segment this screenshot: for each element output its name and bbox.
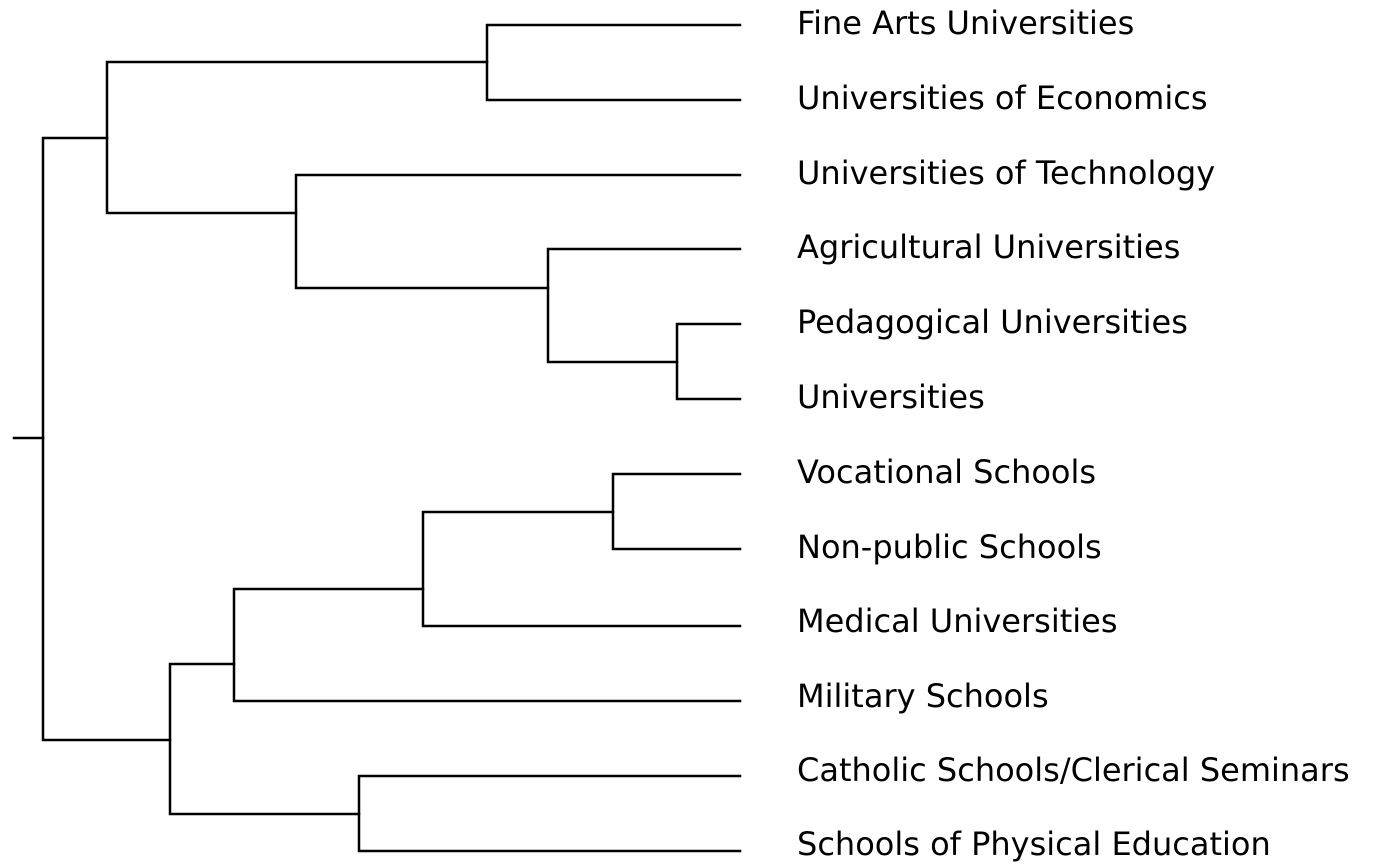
leaf-label: Non-public Schools [797, 528, 1102, 566]
leaf-label: Universities of Economics [797, 79, 1208, 117]
branch [357, 774, 742, 853]
branch [611, 472, 742, 551]
leaf-label: Vocational Schools [797, 453, 1096, 491]
branches [12, 23, 742, 853]
leaf-label: Schools of Physical Education [797, 825, 1271, 863]
leaf-label: Universities of Technology [797, 154, 1215, 192]
branch [546, 247, 742, 364]
leaf-label: Agricultural Universities [797, 228, 1180, 266]
leaf-label: Pedagogical Universities [797, 303, 1188, 341]
branch [232, 587, 742, 703]
leaf-label: Medical Universities [797, 602, 1118, 640]
leaf-label: Universities [797, 378, 985, 416]
branch [485, 23, 742, 102]
leaf-label: Fine Arts Universities [797, 4, 1134, 42]
branch [294, 173, 742, 290]
branch [675, 322, 742, 401]
leaf-label: Catholic Schools/Clerical Seminars [797, 751, 1350, 789]
branch [168, 662, 361, 816]
leaf-labels: Fine Arts Universities Universities of Ec… [797, 4, 1350, 863]
leaf-label: Military Schools [797, 677, 1049, 715]
branch [41, 136, 172, 742]
branch [421, 510, 742, 628]
